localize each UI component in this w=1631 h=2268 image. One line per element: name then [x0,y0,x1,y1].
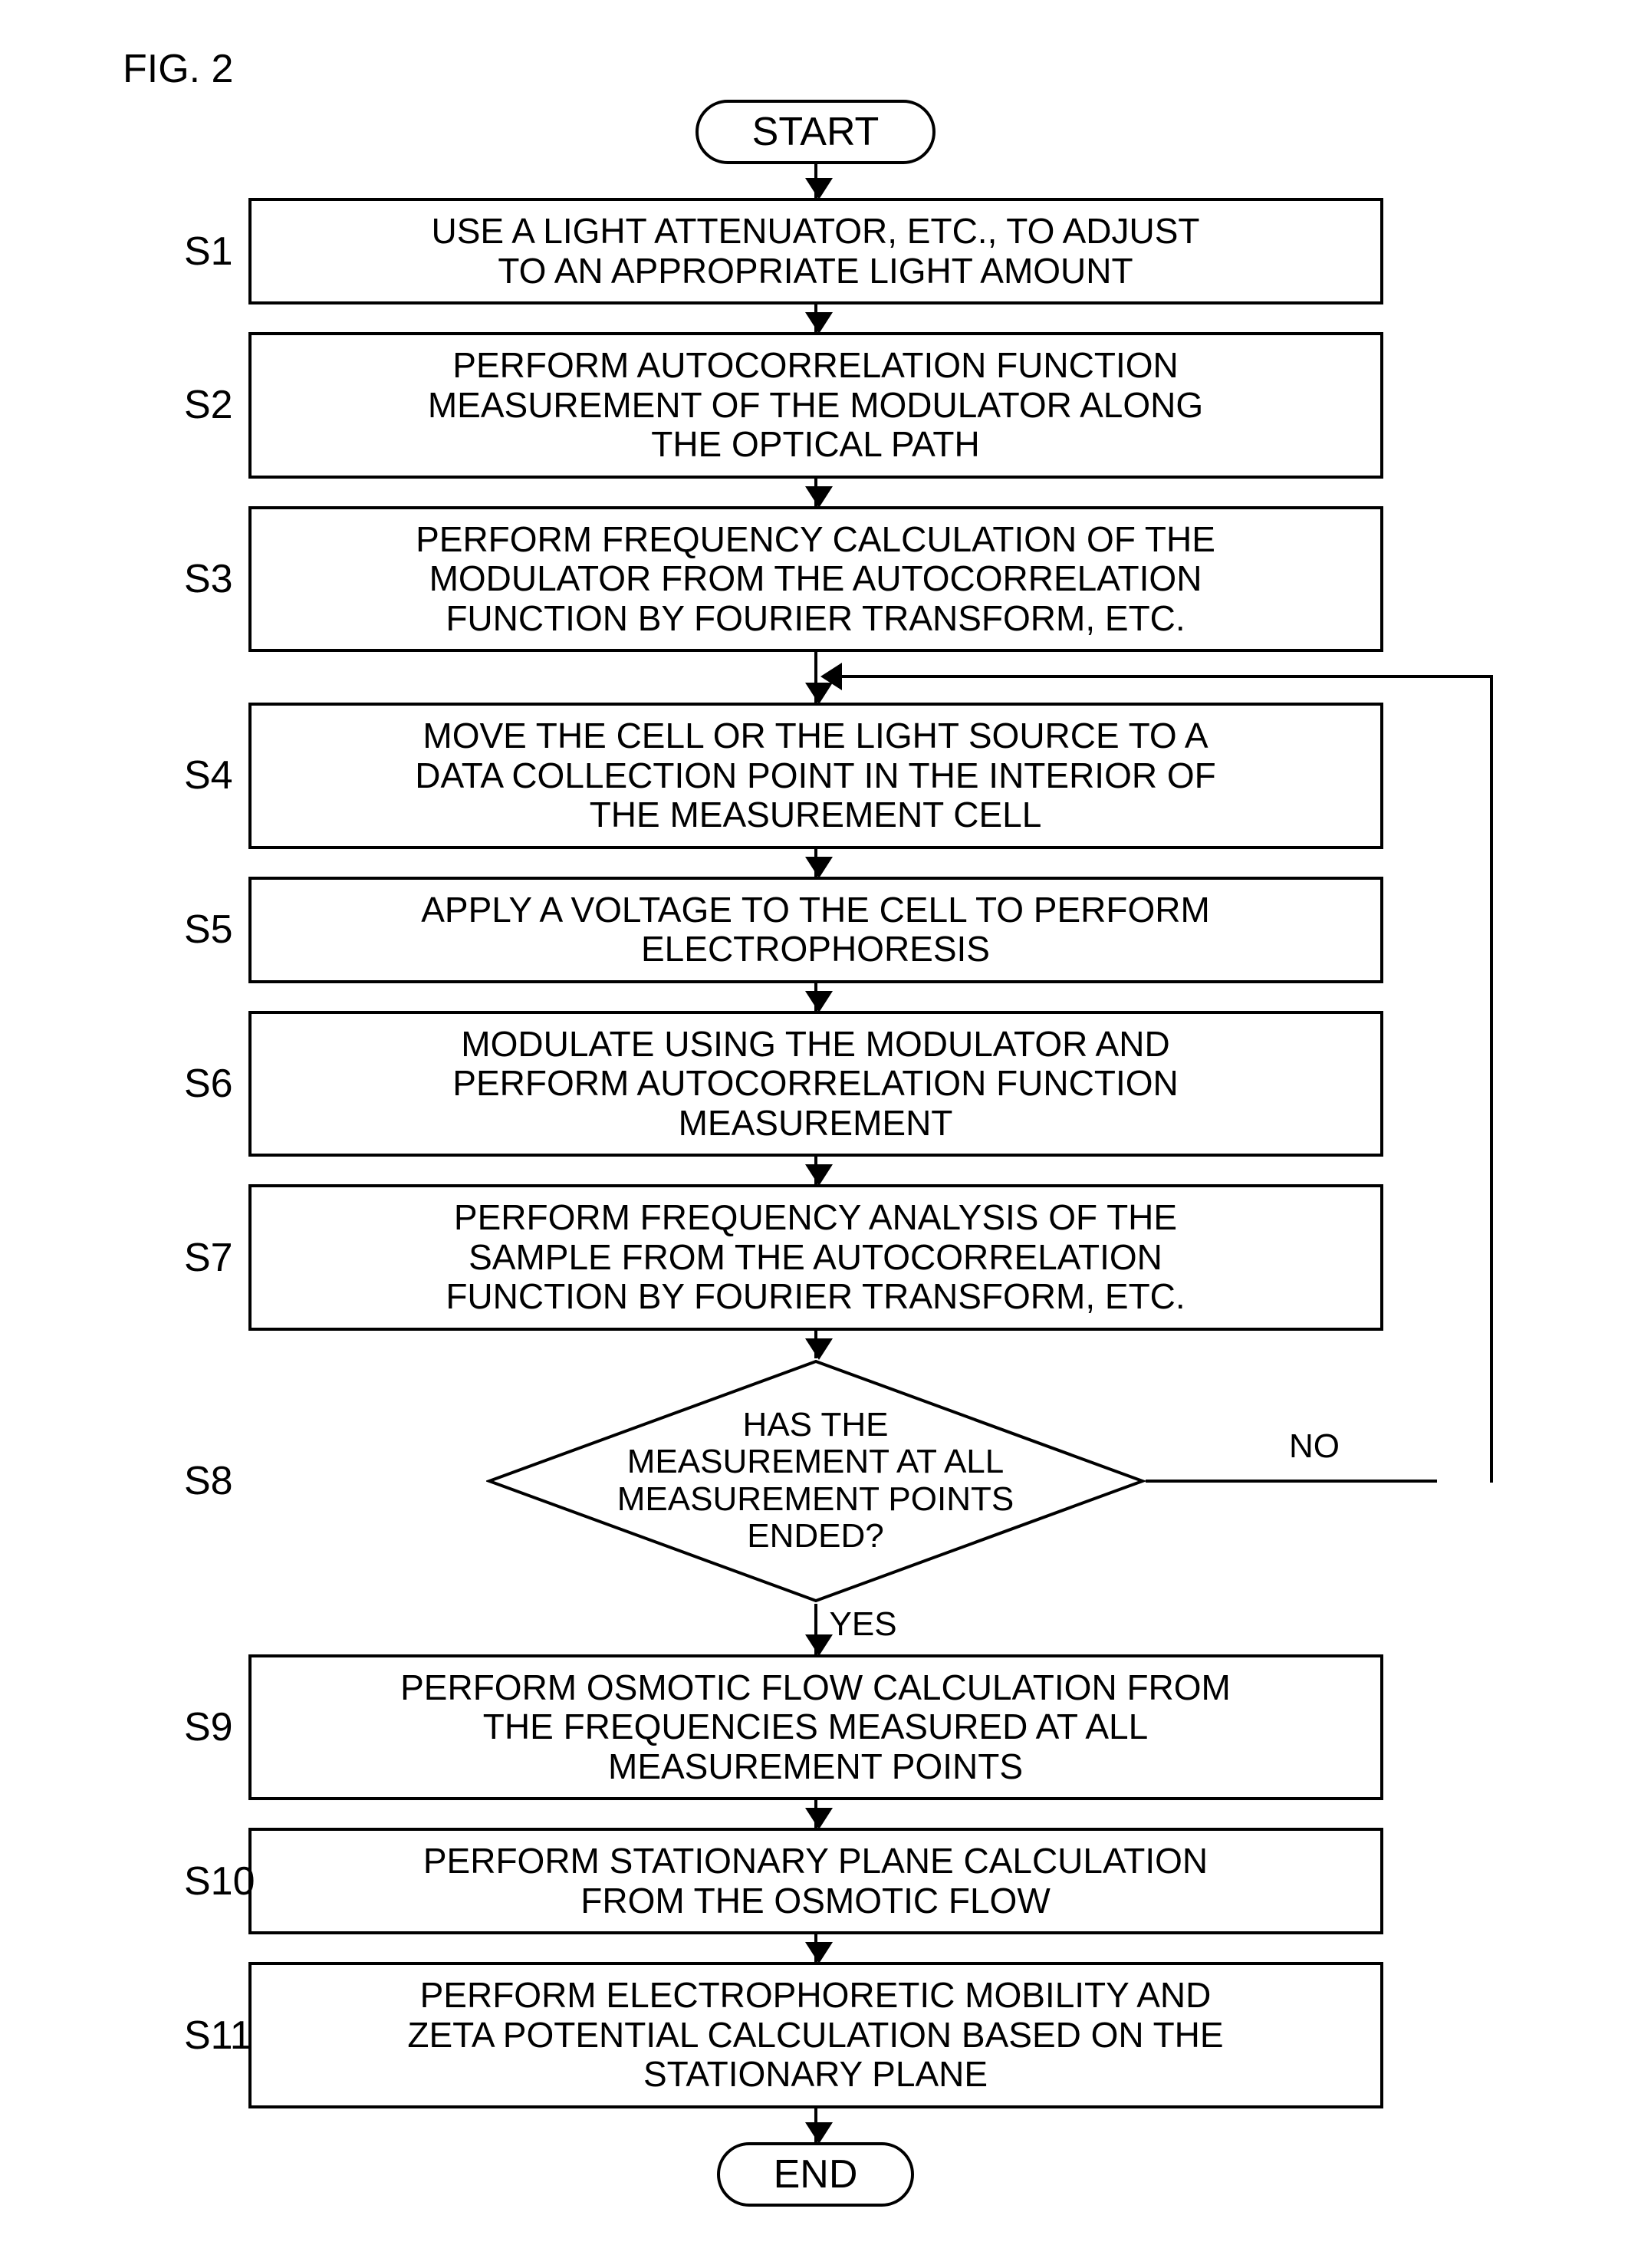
arrow [814,983,817,1011]
process-box: PERFORM OSMOTIC FLOW CALCULATION FROMTHE… [248,1654,1383,1801]
arrow [814,164,817,198]
step-id: S9 [184,1704,233,1750]
arrow [814,1331,817,1358]
arrow [814,1934,817,1962]
step-id: S4 [184,752,233,798]
step-id: S8 [184,1458,233,1504]
no-branch-h [1146,1480,1437,1483]
arrow [814,1604,817,1654]
step-id: S5 [184,907,233,953]
step-id: S2 [184,382,233,428]
step-row: S2 PERFORM AUTOCORRELATION FUNCTIONMEASU… [107,332,1524,479]
step-id: S10 [184,1858,255,1904]
decision-text: HAS THEMEASUREMENT AT ALLMEASUREMENT POI… [586,1407,1046,1555]
step-row: S4 MOVE THE CELL OR THE LIGHT SOURCE TO … [107,703,1524,849]
step-row: S7 PERFORM FREQUENCY ANALYSIS OF THESAMP… [107,1184,1524,1331]
step-id: S7 [184,1235,233,1281]
flowchart: START S1 USE A LIGHT ATTENUATOR, ETC., T… [107,100,1524,2207]
step-row: S3 PERFORM FREQUENCY CALCULATION OF THEM… [107,506,1524,653]
step-row: S10 PERFORM STATIONARY PLANE CALCULATION… [107,1828,1524,1934]
process-box: APPLY A VOLTAGE TO THE CELL TO PERFORMEL… [248,877,1383,983]
arrow [814,1157,817,1184]
step-id: S3 [184,556,233,602]
start-terminator: START [695,100,936,164]
figure-label: FIG. 2 [123,46,1524,92]
process-box: PERFORM FREQUENCY ANALYSIS OF THESAMPLE … [248,1184,1383,1331]
end-terminator: END [717,2142,915,2207]
step-row: S1 USE A LIGHT ATTENUATOR, ETC., TO ADJU… [107,198,1524,304]
loop-vertical [1490,675,1493,1483]
loop-region: S4 MOVE THE CELL OR THE LIGHT SOURCE TO … [107,652,1524,1604]
process-box: USE A LIGHT ATTENUATOR, ETC., TO ADJUSTT… [248,198,1383,304]
arrow [814,2108,817,2142]
arrow [814,652,817,703]
no-label: NO [1289,1427,1340,1466]
process-box: PERFORM FREQUENCY CALCULATION OF THEMODU… [248,506,1383,653]
step-id: S1 [184,229,233,275]
step-id: S6 [184,1061,233,1107]
step-row: S9 PERFORM OSMOTIC FLOW CALCULATION FROM… [107,1654,1524,1801]
arrow [814,479,817,506]
decision-row: S8 HAS THEMEASUREMENT AT ALLMEASUREMENT … [107,1358,1524,1604]
arrow [814,304,817,332]
process-box: PERFORM ELECTROPHORETIC MOBILITY ANDZETA… [248,1962,1383,2108]
step-row: S5 APPLY A VOLTAGE TO THE CELL TO PERFOR… [107,877,1524,983]
yes-label: YES [830,1605,897,1644]
step-row: S6 MODULATE USING THE MODULATOR ANDPERFO… [107,1011,1524,1157]
process-box: PERFORM AUTOCORRELATION FUNCTIONMEASUREM… [248,332,1383,479]
arrow [814,1800,817,1828]
step-row: S11 PERFORM ELECTROPHORETIC MOBILITY AND… [107,1962,1524,2108]
process-box: MODULATE USING THE MODULATOR ANDPERFORM … [248,1011,1383,1157]
arrow [814,849,817,877]
step-id: S11 [184,2013,252,2059]
process-box: PERFORM STATIONARY PLANE CALCULATIONFROM… [248,1828,1383,1934]
loop-top-h [839,675,1494,678]
process-box: MOVE THE CELL OR THE LIGHT SOURCE TO ADA… [248,703,1383,849]
